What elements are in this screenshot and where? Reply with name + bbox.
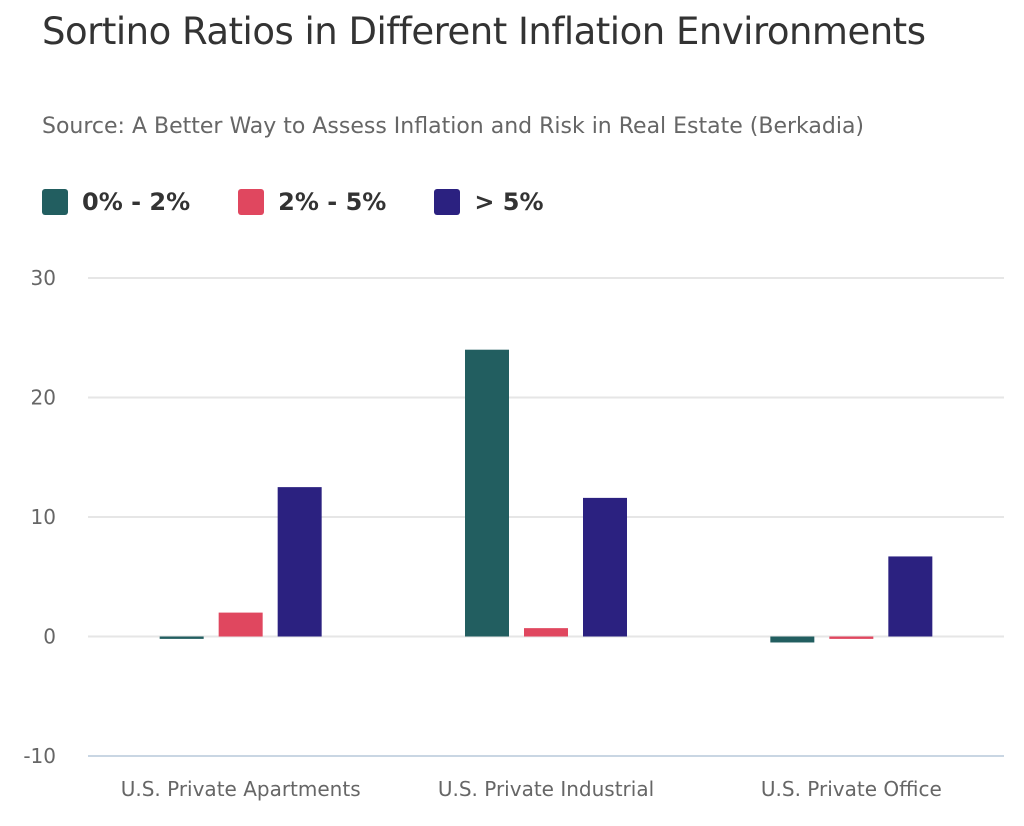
legend: 0% - 2% 2% - 5% > 5% bbox=[42, 188, 592, 216]
x-axis: U.S. Private Apartments U.S. Private Indu… bbox=[121, 777, 942, 801]
bar[interactable] bbox=[277, 487, 322, 637]
bar[interactable] bbox=[583, 497, 627, 637]
bar[interactable] bbox=[218, 612, 263, 637]
x-tick-label: U.S. Private Office bbox=[761, 777, 942, 801]
bars bbox=[159, 349, 933, 643]
y-tick-label: 10 bbox=[31, 505, 56, 529]
bar[interactable] bbox=[888, 556, 933, 637]
y-tick-label: 0 bbox=[43, 625, 56, 649]
bar[interactable] bbox=[159, 636, 204, 639]
x-tick-label: U.S. Private Industrial bbox=[438, 777, 654, 801]
legend-item-series-1[interactable]: 0% - 2% bbox=[42, 188, 190, 216]
chart-title: Sortino Ratios in Different Inflation En… bbox=[42, 10, 926, 53]
legend-swatch bbox=[238, 189, 265, 215]
legend-swatch bbox=[434, 189, 461, 215]
legend-item-series-3[interactable]: > 5% bbox=[434, 188, 544, 216]
chart-subtitle: Source: A Better Way to Assess Inflation… bbox=[42, 114, 865, 139]
legend-swatch bbox=[42, 189, 68, 215]
y-tick-label: 20 bbox=[31, 386, 56, 410]
x-tick-label: U.S. Private Apartments bbox=[121, 777, 361, 801]
legend-item-series-2[interactable]: 2% - 5% bbox=[238, 188, 386, 216]
bar[interactable] bbox=[465, 349, 509, 637]
legend-label: 2% - 5% bbox=[278, 188, 387, 216]
y-tick-label: -10 bbox=[23, 744, 56, 768]
bar[interactable] bbox=[524, 628, 568, 637]
legend-label: 0% - 2% bbox=[82, 188, 191, 216]
gridlines bbox=[88, 277, 1004, 757]
legend-label: > 5% bbox=[474, 188, 544, 216]
bar[interactable] bbox=[770, 636, 815, 643]
y-tick-label: 30 bbox=[31, 266, 56, 290]
y-axis: -10 0 10 20 30 bbox=[23, 266, 56, 768]
bar[interactable] bbox=[829, 636, 874, 639]
